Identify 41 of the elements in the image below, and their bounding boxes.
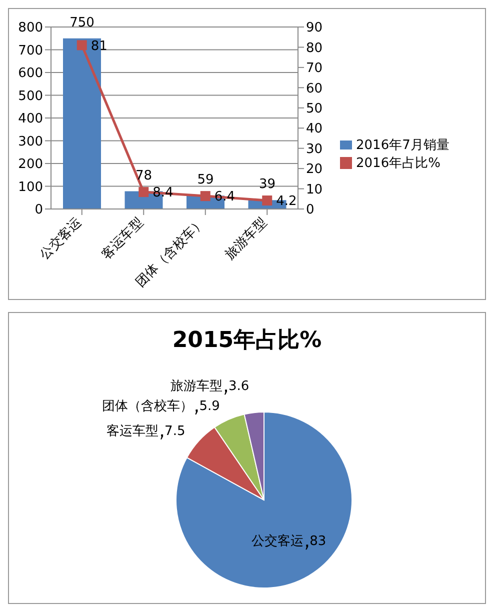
y-tick-label: 200 (18, 157, 43, 172)
slice-label: 团体（含校车） (102, 399, 194, 414)
y2-tick-label: 70 (306, 61, 323, 76)
chart-title: 2015年占比% (171, 327, 323, 355)
y2-tick-label: 90 (306, 20, 323, 36)
data-label: 7.5 (164, 424, 186, 439)
data-label: 3.6 (228, 379, 250, 394)
data-label: 59 (197, 172, 214, 188)
y2-tick-label: 60 (306, 81, 323, 96)
slice-label: 公交客运 (252, 533, 304, 550)
x-tick-label: 客运车型 (98, 214, 146, 263)
legend-label: 2016年占比% (356, 156, 440, 171)
y2-tick-label: 10 (306, 182, 323, 198)
y2-tick-label: 80 (306, 40, 323, 56)
slice-label: 客运车型 (106, 422, 159, 439)
y2-tick-label: 30 (306, 142, 323, 157)
y2-tick-label: 40 (306, 122, 323, 137)
x-tick-label: 旅游车型 (222, 215, 270, 263)
y-tick-label: 100 (18, 180, 43, 195)
point (200, 191, 210, 202)
point (76, 40, 87, 50)
point (262, 196, 272, 206)
point (138, 187, 149, 198)
y2-tick-label: 20 (306, 162, 323, 178)
data-label: 6.4 (214, 190, 236, 205)
data-label: 39 (258, 177, 276, 192)
data-label: 4.2 (276, 194, 297, 210)
y-tick-label: 600 (18, 66, 43, 82)
y2-tick-label: 0 (306, 202, 314, 218)
slice-label: 旅游车型 (170, 379, 222, 394)
y-tick-label: 400 (18, 112, 43, 127)
data-label: 5.9 (199, 399, 220, 414)
y2-tick-label: 50 (306, 102, 323, 117)
y-tick-label: 800 (18, 20, 43, 36)
legend-label: 2016年7月销量 (356, 138, 450, 153)
data-label: 8.4 (152, 186, 174, 201)
data-label: 750 (70, 15, 94, 30)
data-label: 83 (310, 534, 326, 550)
y-tick-label: 500 (18, 88, 43, 104)
y-tick-label: 700 (18, 43, 43, 58)
y-tick-label: 300 (18, 134, 43, 150)
